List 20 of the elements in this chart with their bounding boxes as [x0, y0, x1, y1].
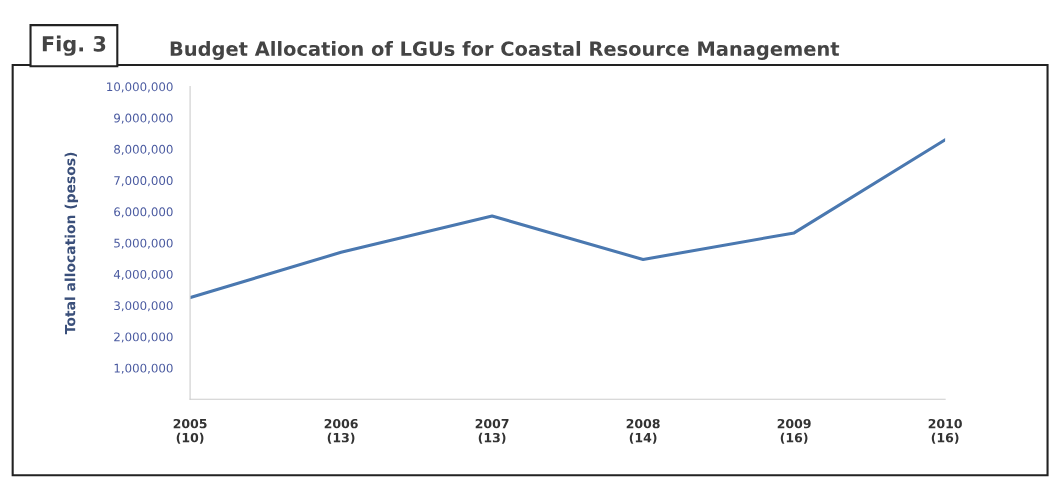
y-tick-label: 10,000,000 — [107, 82, 173, 93]
y-tick-label: 6,000,000 — [114, 207, 173, 218]
chart-title: Budget Allocation of LGUs for Coastal Resource Management — [170, 41, 840, 60]
y-tick-label: 2,000,000 — [114, 332, 173, 343]
line-series — [190, 138, 946, 300]
x-tick-label: 2008 (14) — [626, 418, 660, 444]
x-tick-label: 2007 (13) — [475, 418, 509, 444]
y-tick-label: 9,000,000 — [114, 113, 173, 124]
y-tick-label: 8,000,000 — [114, 144, 173, 155]
x-tick-label: 2009 (16) — [777, 418, 811, 444]
y-tick-label: 7,000,000 — [114, 176, 173, 187]
x-tick-label: 2010 (16) — [928, 418, 962, 444]
y-tick-label: 1,000,000 — [114, 363, 173, 374]
x-tick-label: 2006 (13) — [324, 418, 358, 444]
y-tick-label: 3,000,000 — [114, 301, 173, 312]
x-tick-label: 2005 (10) — [173, 418, 207, 444]
y-tick-label: 5,000,000 — [114, 238, 173, 249]
y-axis-title: Total allocation (pesos) — [64, 152, 79, 335]
y-tick-label: 4,000,000 — [113, 269, 173, 281]
caption: Fig. 3 — [42, 35, 106, 56]
